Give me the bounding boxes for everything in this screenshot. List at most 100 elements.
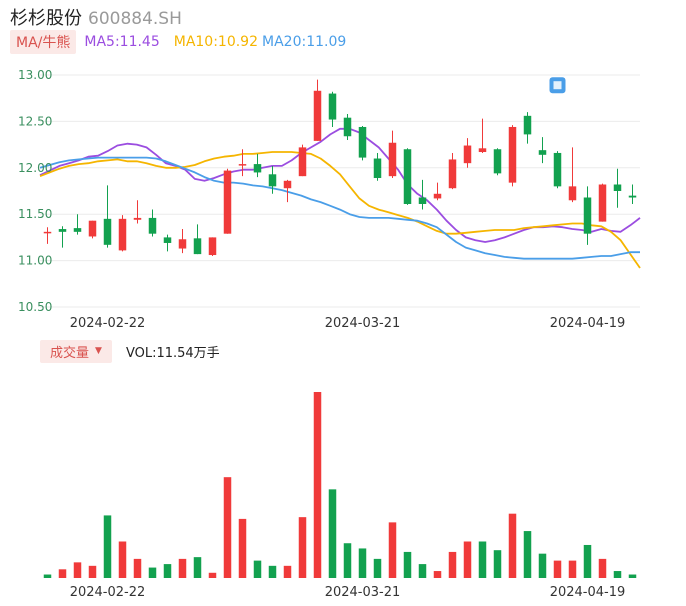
candle xyxy=(598,183,607,222)
candle xyxy=(523,112,532,144)
volume-bar xyxy=(298,517,307,578)
volume-bar xyxy=(343,543,352,578)
volume-bar xyxy=(493,550,502,578)
volume-indicator-dropdown[interactable]: 成交量 ▼ xyxy=(40,339,112,363)
volume-bar xyxy=(283,565,292,578)
candle xyxy=(238,149,247,177)
candle-body xyxy=(223,170,232,234)
volume-bar xyxy=(103,515,112,578)
candle-body xyxy=(163,237,172,243)
candle xyxy=(208,237,217,256)
candle xyxy=(508,125,517,187)
volume-bar xyxy=(598,558,607,578)
candle-body xyxy=(583,197,592,234)
candle-body xyxy=(613,184,622,191)
candle xyxy=(223,168,232,234)
volume-bar xyxy=(253,560,262,578)
volume-bar xyxy=(313,392,322,578)
axis-labels: 13.00 12.50 12.00 11.50 11.00 10.50 2024-02-22… xyxy=(18,68,625,600)
volume-bar xyxy=(223,477,232,578)
volume-bar xyxy=(583,544,592,578)
volume-bar xyxy=(133,558,142,578)
ma10-legend: MA10:10.92 xyxy=(173,34,259,50)
volume-bar xyxy=(613,571,622,578)
candle xyxy=(88,220,97,239)
y-tick-label: 12.00 xyxy=(18,161,52,175)
volume-bar xyxy=(538,553,547,578)
candle-body xyxy=(43,231,52,234)
candle-body xyxy=(433,193,442,199)
candle xyxy=(328,91,337,127)
volume-bar xyxy=(73,562,82,578)
volume-bar xyxy=(208,572,217,578)
volume-bar xyxy=(238,518,247,578)
volume-bar xyxy=(358,548,367,578)
news-marker-glyph xyxy=(553,81,562,90)
candle-body xyxy=(253,164,262,173)
stock-header: 杉杉股份 600884.SH xyxy=(10,4,182,29)
volume-x-tick-label: 2024-02-22 xyxy=(70,585,146,600)
stock-code: 600884.SH xyxy=(88,9,182,29)
candle-body xyxy=(88,220,97,237)
candle-body xyxy=(313,90,322,141)
volume-bar xyxy=(433,571,442,578)
ma5-legend: MA5:11.45 xyxy=(84,34,160,50)
volume-bar xyxy=(478,541,487,578)
y-tick-label: 11.50 xyxy=(18,207,52,221)
volume-legend: 成交量 ▼ VOL:11.54万手 xyxy=(40,339,220,363)
ma-mode-button[interactable]: MA/牛熊 xyxy=(10,30,77,54)
candle-body xyxy=(133,217,142,220)
candle xyxy=(568,147,577,203)
candle-body xyxy=(508,126,517,183)
volume-x-tick-label: 2024-04-19 xyxy=(550,585,626,600)
volume-bar xyxy=(58,569,67,578)
volume-bar xyxy=(388,522,397,578)
volume-bar xyxy=(268,565,277,578)
volume-bar xyxy=(403,551,412,578)
candle-body xyxy=(418,197,427,204)
candle xyxy=(118,215,127,252)
x-tick-label: 2024-03-21 xyxy=(325,316,401,331)
volume-bar xyxy=(43,574,52,578)
volume-bar xyxy=(118,541,127,578)
candle xyxy=(193,224,202,255)
candle-body xyxy=(388,142,397,177)
candle xyxy=(613,168,622,208)
candle-body xyxy=(193,238,202,255)
candle-body xyxy=(268,174,277,187)
candle xyxy=(253,153,262,178)
candle xyxy=(313,79,322,141)
candle xyxy=(73,214,82,235)
candle xyxy=(298,144,307,177)
candle-body xyxy=(358,126,367,158)
candle xyxy=(43,227,52,244)
candle xyxy=(373,152,382,181)
candle-body xyxy=(403,149,412,204)
candle-body xyxy=(523,115,532,135)
candle-body xyxy=(478,148,487,153)
candle xyxy=(388,130,397,179)
candle-body xyxy=(463,145,472,164)
candle-body xyxy=(373,158,382,179)
candle-body xyxy=(58,229,67,232)
candle xyxy=(583,186,592,245)
volume-bar xyxy=(163,564,172,578)
volume-bar xyxy=(328,489,337,578)
ma20-line xyxy=(39,156,640,260)
volume-bar xyxy=(373,558,382,578)
stock-name: 杉杉股份 xyxy=(10,8,82,29)
candle xyxy=(538,137,547,164)
news-marker[interactable] xyxy=(549,77,566,94)
candle-body xyxy=(73,228,82,232)
candle-body xyxy=(103,218,112,245)
y-tick-label: 13.00 xyxy=(18,68,52,82)
candle xyxy=(103,185,112,248)
candle-body xyxy=(538,150,547,155)
volume-x-tick-label: 2024-03-21 xyxy=(325,585,401,600)
ma10-line xyxy=(39,151,641,269)
y-tick-label: 11.00 xyxy=(18,254,52,268)
candle-body xyxy=(298,147,307,177)
candle-body xyxy=(283,180,292,189)
candle xyxy=(418,179,427,210)
